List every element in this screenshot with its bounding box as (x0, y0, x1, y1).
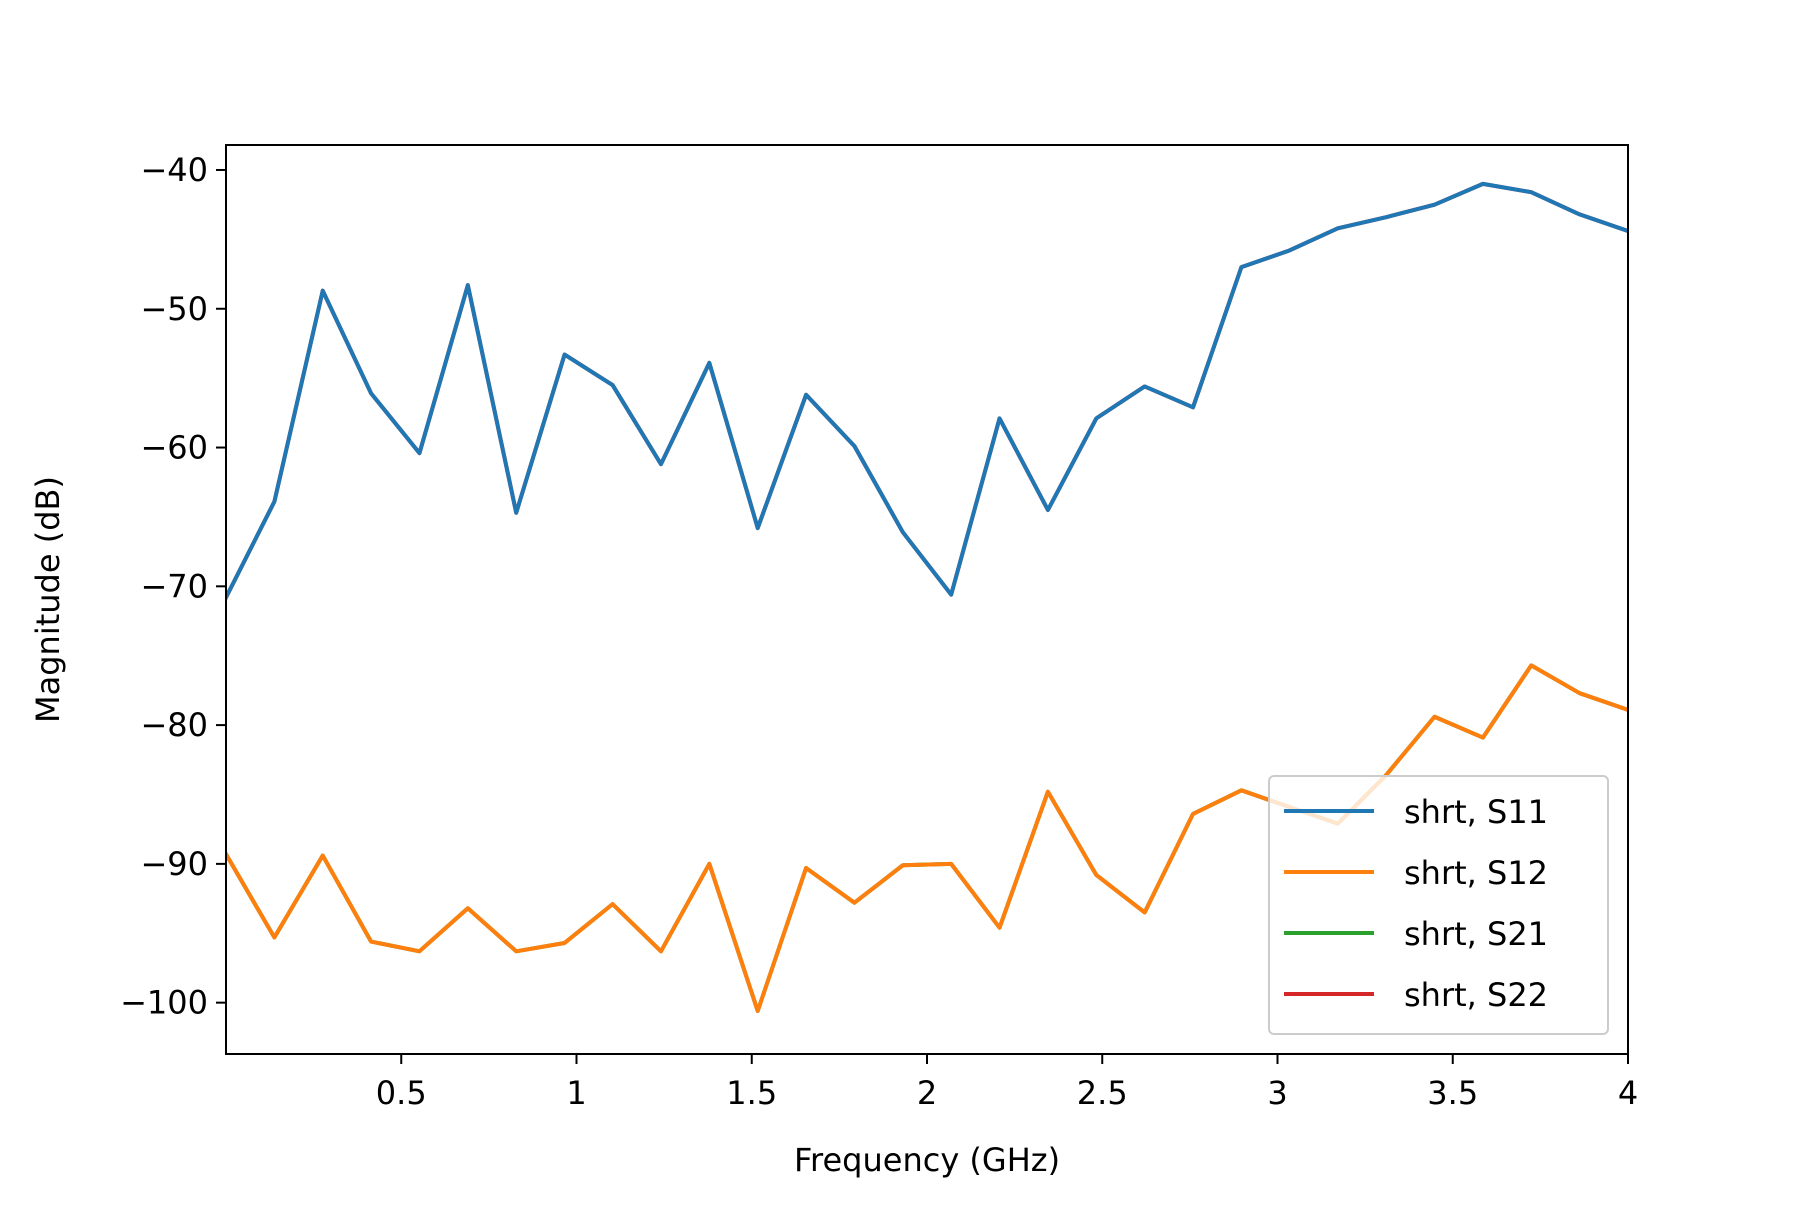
y-tick-label: −70 (140, 567, 208, 605)
x-tick-label: 1 (566, 1074, 586, 1112)
legend-label-1: shrt, S11 (1404, 793, 1548, 831)
series-layer (226, 181, 1628, 1013)
y-axis-ticks: −40 −50 −60 −70 −80 −90 −100 (120, 151, 226, 1022)
legend-box (1268, 775, 1609, 1035)
y-axis-label: Magnitude (dB) (29, 476, 67, 723)
x-tick-label: 3 (1267, 1074, 1287, 1112)
y-tick-label: −80 (140, 706, 208, 744)
x-tick-label: 2 (917, 1074, 937, 1112)
x-axis-ticks: 0.5 1 1.5 2 2.5 3 3.5 4 (376, 1054, 1638, 1112)
y-tick-label: −60 (140, 429, 208, 467)
legend-label-4: shrt, S22 (1404, 976, 1548, 1014)
x-tick-label: 2.5 (1077, 1074, 1128, 1112)
y-tick-label: −100 (120, 984, 208, 1022)
series-line-2 (226, 663, 1628, 1013)
legend-label-3: shrt, S21 (1404, 915, 1548, 953)
x-tick-label: 3.5 (1427, 1074, 1478, 1112)
x-tick-label: 1.5 (726, 1074, 777, 1112)
x-axis-label: Frequency (GHz) (794, 1141, 1060, 1179)
legend-label-2: shrt, S12 (1404, 854, 1548, 892)
x-tick-label: 4 (1618, 1074, 1638, 1112)
legend: shrt, S11 shrt, S12 shrt, S21 shrt, S22 (1268, 775, 1609, 1035)
series-line-1 (226, 181, 1628, 601)
x-tick-label: 0.5 (376, 1074, 427, 1112)
y-tick-label: −90 (140, 845, 208, 883)
y-tick-label: −40 (140, 151, 208, 189)
y-tick-label: −50 (140, 290, 208, 328)
